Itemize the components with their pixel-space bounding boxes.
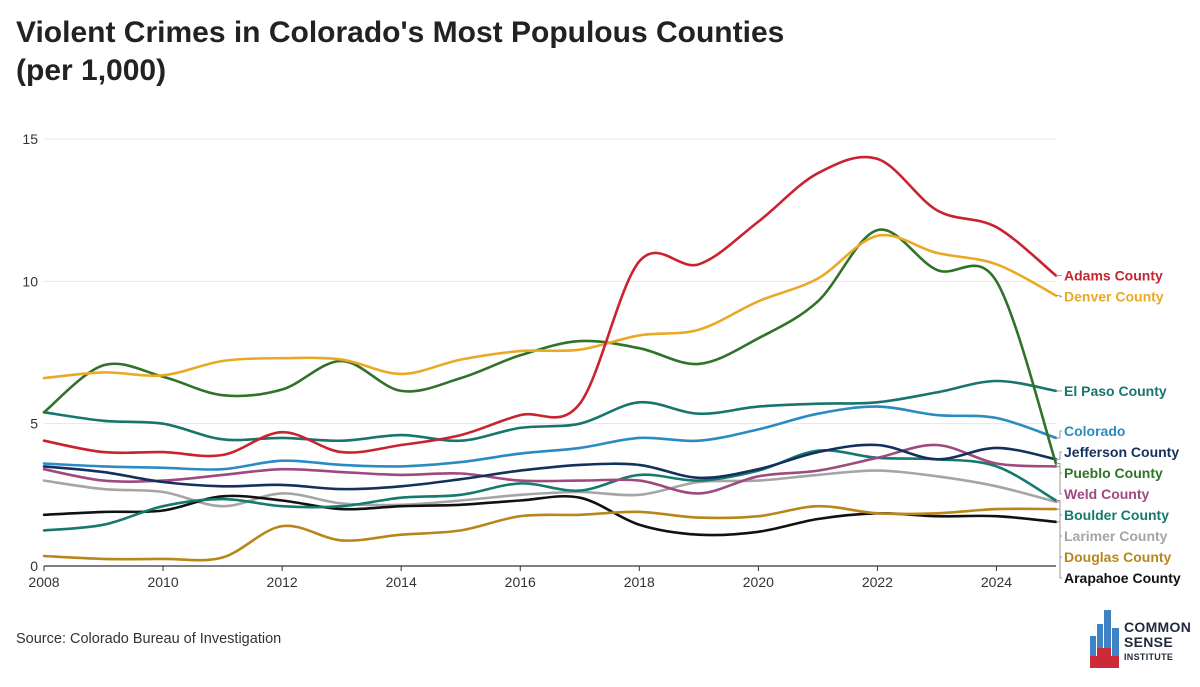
series-label-adams-county: Adams County xyxy=(1064,268,1163,284)
series-line-douglas-county xyxy=(42,504,1058,562)
y-tick-label: 10 xyxy=(22,273,38,289)
x-tick-label: 2010 xyxy=(147,574,178,590)
series-label-arapahoe-county: Arapahoe County xyxy=(1064,570,1181,586)
x-tick-label: 2012 xyxy=(267,574,298,590)
x-tick-label: 2014 xyxy=(386,574,417,590)
series-line-pueblo-county xyxy=(42,228,1058,465)
source-note: Source: Colorado Bureau of Investigation xyxy=(16,631,282,647)
label-leader xyxy=(1056,430,1062,439)
logo-text-line2: SENSE xyxy=(1124,634,1173,650)
common-sense-institute-logo: COMMON SENSE INSTITUTE xyxy=(1088,606,1191,670)
chart-title-line1: Violent Crimes in Colorado's Most Populo… xyxy=(16,16,785,49)
y-tick-label: 0 xyxy=(30,558,38,574)
logo-text: COMMON SENSE INSTITUTE xyxy=(1124,620,1191,665)
series-label-boulder-county: Boulder County xyxy=(1064,507,1169,523)
logo-bars-icon xyxy=(1090,610,1119,668)
series-lines xyxy=(42,155,1058,562)
x-tick-label: 2024 xyxy=(981,574,1012,590)
y-tick-label: 15 xyxy=(22,131,38,147)
label-leader xyxy=(1056,508,1062,558)
series-line-weld-county xyxy=(42,443,1058,495)
chart-title: Violent Crimes in Colorado's Most Populo… xyxy=(16,14,916,90)
series-label-colorado: Colorado xyxy=(1064,423,1125,439)
label-leader xyxy=(1056,463,1062,474)
label-leader xyxy=(1056,451,1062,460)
series-label-douglas-county: Douglas County xyxy=(1064,549,1172,565)
series-line-larimer-county xyxy=(42,469,1058,508)
series-labels: Adams County Denver County El Paso County C… xyxy=(1064,268,1181,586)
label-leaders xyxy=(1056,275,1062,579)
series-label-jefferson-county: Jefferson County xyxy=(1064,444,1179,460)
label-leader xyxy=(1056,501,1062,537)
series-line-colorado xyxy=(42,405,1058,471)
series-label-larimer-county: Larimer County xyxy=(1064,528,1168,544)
x-tick-label: 2008 xyxy=(28,574,59,590)
label-leader xyxy=(1056,295,1062,298)
grid xyxy=(44,138,1056,567)
series-label-weld-county: Weld County xyxy=(1064,486,1150,502)
series-label-denver-county: Denver County xyxy=(1064,289,1164,305)
x-tick-label: 2018 xyxy=(624,574,655,590)
series-line-jefferson-county xyxy=(42,443,1058,491)
series-label-pueblo-county: Pueblo County xyxy=(1064,465,1163,481)
chart-title-line2: (per 1,000) xyxy=(16,54,167,87)
y-axis: 0 5 10 15 xyxy=(22,131,38,574)
x-tick-label: 2020 xyxy=(743,574,774,590)
logo-text-line3: INSTITUTE xyxy=(1124,652,1174,662)
y-tick-label: 5 xyxy=(30,416,38,432)
label-leader xyxy=(1056,465,1062,495)
series-line-adams-county xyxy=(42,155,1058,458)
series-line-boulder-county xyxy=(42,449,1058,532)
series-line-el-paso-county xyxy=(42,379,1058,443)
logo-text-line1: COMMON xyxy=(1124,619,1192,635)
label-leader xyxy=(1056,521,1062,579)
x-axis: 2008 2010 2012 2014 2016 2018 2020 2022 2024 xyxy=(28,566,1012,590)
series-label-el-paso-county: El Paso County xyxy=(1064,383,1167,399)
series-line-denver-county xyxy=(42,233,1058,380)
x-tick-label: 2022 xyxy=(862,574,893,590)
x-tick-label: 2016 xyxy=(505,574,536,590)
